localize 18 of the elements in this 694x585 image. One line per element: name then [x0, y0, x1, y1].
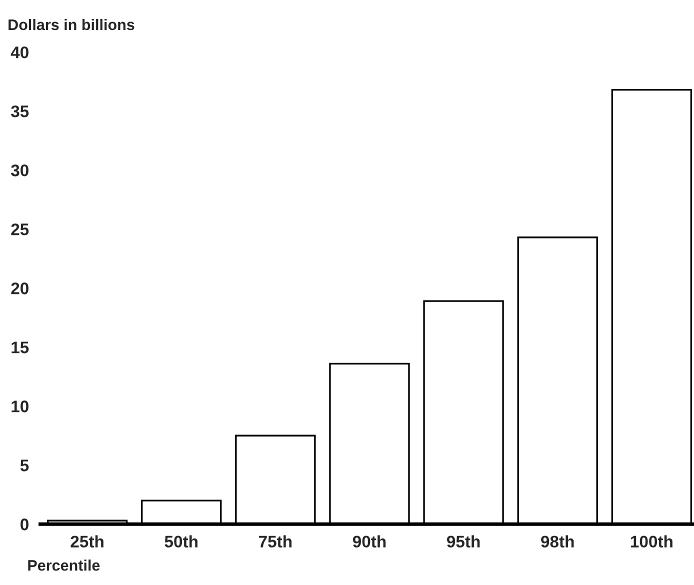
- x-tick-label: 75th: [258, 535, 292, 548]
- y-tick-label: 35: [10, 105, 29, 118]
- x-tick-label: 25th: [70, 535, 104, 548]
- y-tick-label: 5: [20, 460, 29, 472]
- y-tick-label: 40: [10, 46, 28, 58]
- x-tick-label: 95th: [446, 535, 480, 548]
- y-tick-label: 25: [11, 224, 29, 236]
- x-tick-label: 100th: [630, 535, 672, 548]
- x-tick-label: 90th: [352, 535, 386, 548]
- y-tick-label: 15: [12, 342, 29, 354]
- y-tick-label: 20: [11, 282, 28, 294]
- y-tick-label: 0: [20, 518, 28, 530]
- y-tick-label: 10: [12, 400, 28, 412]
- x-tick-label: 98th: [541, 535, 574, 548]
- y-tick-label: 30: [10, 164, 28, 176]
- x-axis-title: Percentile: [28, 560, 100, 571]
- y-axis-title: Dollars in billions: [8, 18, 134, 30]
- x-tick-label: 50th: [164, 535, 198, 548]
